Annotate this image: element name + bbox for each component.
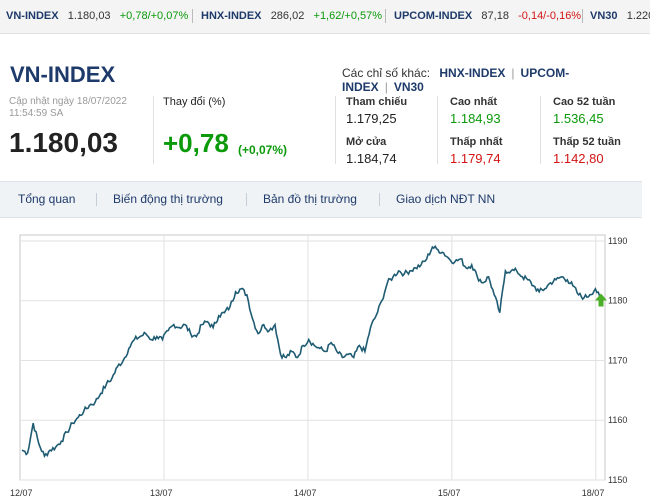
link-upcom-index[interactable]: UPCOM-INDEX [342,66,570,94]
index-intraday-chart: 12/07 13/07 14/07 15/07 18/07 11501160117011… [10,234,627,498]
ticker-item-vnindex[interactable]: VN-INDEX 1.180,03 +0,78/+0,07% [6,10,188,22]
change-percent: (+0,07%) [238,143,288,157]
ticker-item-hnxindex[interactable]: HNX-INDEX 286,02 +1,62/+0,57% [201,10,382,22]
tab-foreign-trading[interactable]: Giao dịch NĐT NN [396,192,496,206]
ticker-separator [582,9,583,23]
summary-divider [540,96,541,164]
series-line [21,244,602,459]
tab-separator [96,193,97,206]
ticker-separator [192,9,193,23]
link-hnx-index[interactable]: HNX-INDEX [439,66,506,80]
tab-separator [379,193,380,206]
x-tick-label: 18/07 [582,488,605,498]
stat-high: Cao nhất 1.184,93 [450,96,501,126]
stat-value: 1.184,93 [450,111,501,126]
ticker-name: UPCOM-INDEX [394,10,473,22]
section-tabs: Tổng quan Biến động thị trường Bản đồ th… [0,181,642,218]
link-vn30[interactable]: VN30 [393,80,424,94]
tab-market-map[interactable]: Bản đồ thị trường [263,192,357,206]
ticker-name: VN30 [590,10,618,22]
stat-high-52w: Cao 52 tuần 1.536,45 [553,96,615,126]
x-axis-labels: 12/07 13/07 14/07 15/07 18/07 [10,488,604,498]
ticker-change: +1,62/+0,57% [313,10,383,22]
x-tick-label: 14/07 [294,488,317,498]
y-axis-labels: 1150 1160 1170 1180 1190 [608,236,627,485]
stat-value: 1.179,25 [346,111,397,126]
stat-reference: Tham chiếu 1.179,25 [346,96,407,126]
page-title: VN-INDEX [10,62,116,87]
ticker-change: +0,78/+0,07% [119,10,189,22]
ticker-value: 1.220 [626,10,650,22]
ticker-name: HNX-INDEX [201,10,262,22]
ticker-value: 87,18 [481,10,509,22]
index-value: 1.180,03 [9,127,118,158]
y-tick-label: 1160 [608,415,627,425]
y-tick-label: 1170 [608,355,627,365]
chart-grid [19,234,606,481]
tab-overview[interactable]: Tổng quan [18,192,76,206]
y-tick-label: 1150 [608,475,627,485]
ticker-strip: VN-INDEX 1.180,03 +0,78/+0,07% HNX-INDEX… [0,0,650,34]
ticker-item-vn30[interactable]: VN30 1.220 [590,10,650,22]
update-date: Cập nhật ngày 18/07/2022 [9,96,127,107]
ticker-change: -0,14/-0,16% [518,10,582,22]
stat-low-52w: Thấp 52 tuần 1.142,80 [553,136,621,166]
current-value-marker [595,293,607,307]
summary-divider [437,96,438,164]
stat-label: Cao 52 tuần [553,96,616,108]
change-value: +0,78 [163,128,229,158]
change-label: Thay đổi (%) [163,96,226,108]
stat-low: Thấp nhất 1.179,74 [450,136,503,166]
other-indices-label: Các chỉ số khác: [342,66,431,80]
summary-divider [153,96,154,164]
x-tick-label: 13/07 [150,488,173,498]
tab-separator [246,193,247,206]
ticker-value: 1.180,03 [67,10,111,22]
link-divider: | [384,80,388,94]
ticker-name: VN-INDEX [6,10,59,22]
x-tick-label: 12/07 [10,488,33,498]
update-time: Cập nhật ngày 18/07/2022 11:54:59 SA [9,96,127,120]
stat-label: Thấp 52 tuần [553,136,621,148]
summary-divider [335,96,336,164]
stat-value: 1.184,74 [346,151,397,166]
ticker-separator [385,9,386,23]
ticker-value: 286,02 [270,10,305,22]
stat-open: Mở cửa 1.184,74 [346,136,397,166]
stat-value: 1.179,74 [450,151,501,166]
stat-value: 1.142,80 [553,151,604,166]
link-divider: | [511,66,515,80]
x-tick-label: 15/07 [438,488,461,498]
stat-label: Mở cửa [346,136,387,148]
stat-value: 1.536,45 [553,111,604,126]
stat-label: Thấp nhất [450,136,503,148]
stat-label: Tham chiếu [346,96,408,108]
y-tick-label: 1190 [608,236,627,246]
update-clock: 11:54:59 SA [9,108,64,119]
tab-market-movement[interactable]: Biến động thị trường [113,192,223,206]
stat-label: Cao nhất [450,96,498,108]
other-indices-nav: Các chỉ số khác: HNX-INDEX | UPCOM-INDEX | V… [342,66,650,94]
y-tick-label: 1180 [608,296,627,306]
ticker-item-upcomindex[interactable]: UPCOM-INDEX 87,18 -0,14/-0,16% [394,10,581,22]
